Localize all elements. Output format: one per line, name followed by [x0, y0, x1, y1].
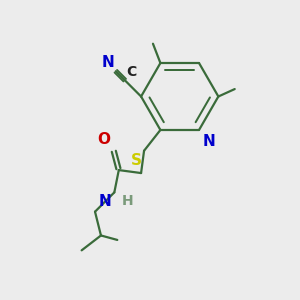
Text: N: N [102, 55, 114, 70]
Text: O: O [98, 133, 110, 148]
Text: C: C [126, 65, 136, 79]
Text: N: N [202, 134, 215, 149]
Text: N: N [99, 194, 111, 209]
Text: H: H [122, 194, 134, 208]
Text: S: S [131, 153, 142, 168]
